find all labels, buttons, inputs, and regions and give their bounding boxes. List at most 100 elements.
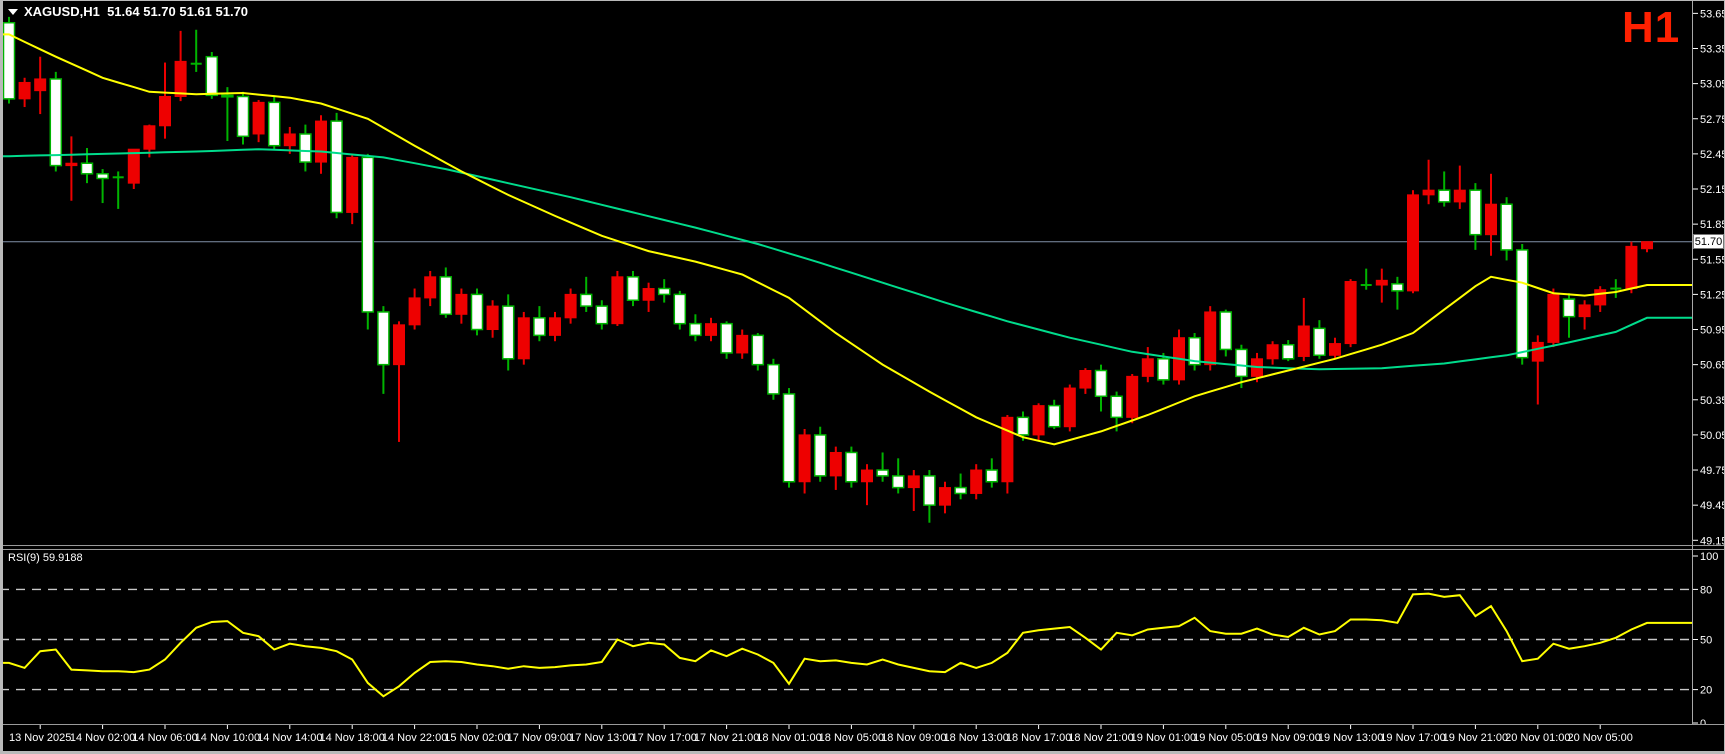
candle-bull	[939, 487, 951, 506]
symbol-title: XAGUSD,H1 51.64 51.70 51.61 51.70	[8, 4, 248, 19]
candle-bull	[1329, 343, 1341, 356]
candle-bear	[1235, 348, 1248, 378]
candle-bear	[923, 475, 936, 506]
timeframe-watermark: H1	[1622, 3, 1681, 52]
candlestick-plot[interactable]	[0, 0, 1692, 546]
candle-bull	[283, 133, 296, 147]
candle-bull	[1032, 405, 1045, 436]
candle-bear	[813, 434, 827, 477]
panel-resize-divider[interactable]	[0, 545, 1725, 550]
candle-bull	[1407, 194, 1419, 292]
candle-bull	[1422, 189, 1435, 196]
candle-bull	[1344, 281, 1357, 345]
price-tick-label: 52.45	[1700, 149, 1725, 161]
price-tick-label: 53.05	[1700, 79, 1725, 91]
rsi-tick-label: 20	[1700, 685, 1712, 697]
rsi-tick-label: 50	[1700, 635, 1712, 647]
price-tick-label: 53.65	[1700, 8, 1725, 20]
price-tick-label: 49.45	[1700, 500, 1725, 512]
time-tick-label: 18 Nov 05:00	[819, 732, 884, 744]
candle-bear	[1500, 203, 1513, 251]
candle-bear	[221, 94, 234, 98]
candle-bull	[159, 96, 171, 127]
candle-bull	[408, 297, 421, 326]
price-tick-label: 53.35	[1700, 43, 1725, 55]
candle-bull	[455, 293, 468, 315]
window-edge-bottom	[0, 751, 1725, 754]
candle-bull	[705, 323, 717, 336]
candle-bull	[517, 317, 530, 360]
candle-bear	[299, 133, 312, 163]
candle-bear	[657, 287, 671, 296]
candle-bear	[673, 293, 687, 325]
candle-bear	[1110, 395, 1123, 419]
price-tick-label: 52.75	[1700, 114, 1725, 126]
time-tick-label: 18 Nov 09:00	[881, 732, 946, 744]
candle-bear	[49, 78, 63, 167]
time-tick-label: 19 Nov 05:00	[1193, 732, 1258, 744]
price-tick-label: 51.85	[1700, 219, 1725, 231]
candle-bear	[845, 451, 858, 483]
candle-bear	[1047, 404, 1061, 428]
candle-bear	[751, 334, 765, 366]
time-tick-label: 20 Nov 05:00	[1567, 732, 1632, 744]
candle-bear	[782, 393, 796, 483]
candle-bear	[501, 305, 515, 360]
time-tick-label: 14 Nov 02:00	[70, 732, 135, 744]
candle-bear	[361, 156, 375, 313]
candle-bear	[1391, 283, 1404, 292]
time-tick-label: 17 Nov 21:00	[694, 732, 759, 744]
candle-bear	[205, 55, 219, 97]
candle-bear	[985, 469, 999, 483]
ma-fast-line	[0, 33, 1692, 446]
candle-bear	[876, 469, 889, 477]
candle-bull	[1578, 304, 1591, 318]
time-tick-label: 14 Nov 14:00	[257, 732, 322, 744]
candle-bear	[1437, 189, 1451, 203]
price-axis[interactable]: 53.65 53.35 53.05 52.75 52.45 52.15 51.85 51.55…	[1692, 0, 1725, 724]
candle-bear	[1469, 189, 1482, 236]
candle-bull	[1531, 341, 1544, 362]
symbol-dropdown-icon[interactable]	[8, 8, 18, 15]
candle-bear	[377, 311, 390, 366]
time-tick-label: 14 Nov 06:00	[132, 732, 197, 744]
candle-bull	[1375, 279, 1388, 286]
rsi-plot[interactable]	[0, 550, 1692, 724]
time-tick-label: 19 Nov 13:00	[1318, 732, 1383, 744]
time-tick-label: 18 Nov 21:00	[1068, 732, 1133, 744]
rsi-indicator-label: RSI(9) 59.9188	[8, 552, 83, 564]
candle-bear	[470, 293, 484, 331]
candle-bear	[579, 293, 593, 307]
candle-bull	[564, 293, 577, 319]
candle-bull	[1001, 416, 1014, 483]
candle-bull	[861, 469, 873, 483]
time-tick-label: 19 Nov 17:00	[1380, 732, 1445, 744]
rsi-tick-label: 100	[1700, 551, 1718, 563]
price-tick-label: 51.55	[1700, 254, 1725, 266]
candle-bull	[907, 475, 920, 489]
time-tick-label: 14 Nov 22:00	[382, 732, 447, 744]
candle-bull	[970, 469, 983, 494]
time-tick-label: 18 Nov 13:00	[943, 732, 1008, 744]
price-tick-label: 50.65	[1700, 360, 1725, 372]
candle-bull	[1266, 344, 1279, 360]
candle-bear	[1281, 343, 1295, 360]
candle-bear	[1313, 327, 1326, 357]
price-tick-label: 51.25	[1700, 289, 1725, 301]
candle-bull	[1625, 245, 1638, 290]
candle-bear	[767, 363, 780, 395]
candle-bear	[595, 305, 609, 325]
candle-bear	[2, 21, 16, 100]
candle-bear	[330, 120, 343, 214]
candle-bull	[315, 120, 327, 163]
price-tick-label: 49.15	[1700, 535, 1725, 547]
candle-bear	[1157, 358, 1170, 381]
time-tick-label: 19 Nov 01:00	[1131, 732, 1196, 744]
time-tick-label: 18 Nov 01:00	[756, 732, 821, 744]
time-tick-label: 19 Nov 21:00	[1443, 732, 1508, 744]
candle-bear	[80, 162, 94, 175]
candle-bull	[1297, 325, 1310, 357]
candle-bull	[1641, 241, 1653, 250]
time-tick-label: 18 Nov 17:00	[1006, 732, 1071, 744]
